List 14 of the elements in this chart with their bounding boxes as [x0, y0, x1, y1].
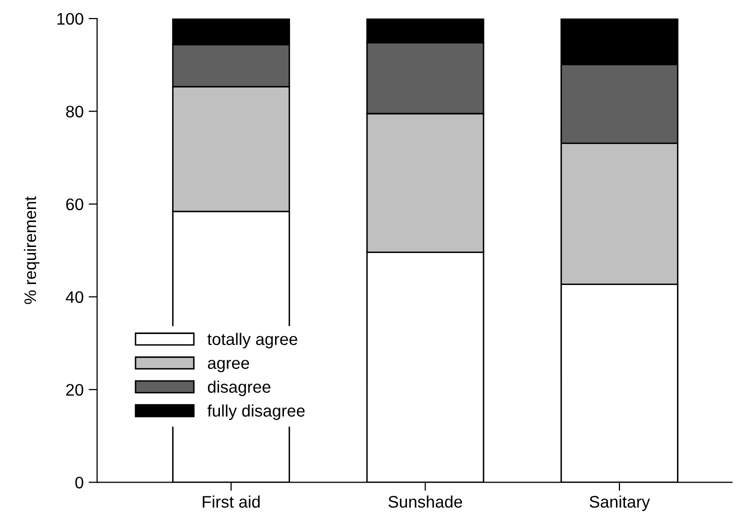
y-tick-label: 20 — [66, 384, 84, 396]
y-tick-label: 0 — [75, 476, 84, 489]
x-tick-label: Sanitary — [590, 495, 650, 512]
y-tick-label: 80 — [66, 106, 84, 118]
legend-label: agree — [208, 360, 250, 372]
legend-label: fully disagree — [207, 404, 305, 420]
y-tick-label: 100 — [57, 12, 84, 25]
legend-label: disagree — [208, 380, 270, 396]
legend-label: totally agree — [207, 332, 298, 348]
x-tick-label: Sunshade — [388, 495, 462, 508]
x-tick-label: First aid — [202, 495, 260, 508]
y-axis-title: % requirement — [24, 196, 40, 304]
y-tick-label: 60 — [66, 198, 84, 210]
y-tick-label: 40 — [66, 291, 84, 304]
